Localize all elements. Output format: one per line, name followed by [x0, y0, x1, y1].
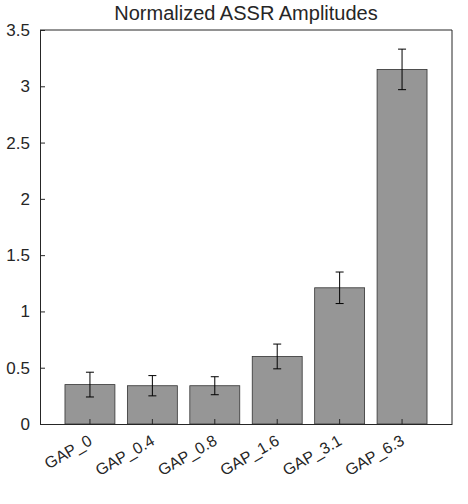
x-tick-mark: [89, 419, 90, 424]
error-line: [277, 344, 278, 369]
bar: [377, 69, 427, 424]
chart-title: Normalized ASSR Amplitudes: [114, 2, 377, 24]
error-bar: [148, 376, 156, 396]
error-cap: [398, 89, 406, 90]
x-tick-mark: [277, 419, 278, 424]
x-tick: GAP_0.8: [155, 419, 220, 480]
error-cap: [86, 396, 94, 397]
bar: [315, 288, 365, 424]
x-tick: GAP_6.3: [342, 419, 407, 480]
error-cap: [211, 394, 219, 395]
x-tick: GAP_3.1: [280, 419, 345, 480]
x-tick-label: GAP_0.8: [155, 432, 220, 480]
error-cap: [398, 49, 406, 50]
y-tick: 3: [21, 77, 45, 96]
y-tick-label: 3.5: [6, 21, 30, 40]
x-tick-label: GAP_3.1: [280, 432, 345, 480]
error-bar: [86, 372, 94, 397]
error-cap: [273, 344, 281, 345]
x-axis: GAP_0GAP_0.4GAP_0.8GAP_1.6GAP_3.1GAP_6.3: [41, 419, 453, 480]
y-tick: 2: [21, 190, 45, 209]
error-line: [214, 377, 215, 395]
x-tick-label: GAP_0.4: [92, 432, 157, 480]
error-line: [152, 376, 153, 396]
x-tick-mark: [402, 419, 403, 424]
y-tick-label: 0: [21, 415, 30, 434]
y-tick-mark: [40, 143, 45, 144]
error-cap: [86, 372, 94, 373]
y-tick: 3.5: [6, 21, 45, 40]
error-cap: [336, 303, 344, 304]
error-bar: [211, 377, 219, 395]
y-tick-label: 1: [21, 302, 30, 321]
x-tick: GAP_0: [42, 419, 96, 473]
x-tick-mark: [152, 419, 153, 424]
y-tick-mark: [40, 311, 45, 312]
chart-svg: 0 0.5 1 1.5 2 2.5 3 3.5 GAP_0GAP_0.4GAP_0.8GAP_1…: [0, 0, 468, 504]
y-tick: 0.5: [6, 359, 45, 378]
y-tick-mark: [40, 86, 45, 87]
x-tick: GAP_1.6: [217, 419, 282, 480]
y-tick-mark: [40, 199, 45, 200]
error-cap: [211, 376, 219, 377]
y-tick-mark: [40, 368, 45, 369]
y-tick: 1: [21, 302, 45, 321]
frame-right: [452, 30, 453, 424]
y-tick-label: 0.5: [6, 359, 30, 378]
x-tick-mark: [339, 419, 340, 424]
error-cap: [273, 368, 281, 369]
x-tick-mark: [214, 419, 215, 424]
bars: [65, 49, 427, 424]
plot-area: 0 0.5 1 1.5 2 2.5 3 3.5 GAP_0GAP_0.4GAP_0.8GAP_1…: [6, 21, 452, 480]
chart-container: 0 0.5 1 1.5 2 2.5 3 3.5 GAP_0GAP_0.4GAP_0.8GAP_1…: [0, 0, 468, 504]
x-tick-label: GAP_0: [42, 432, 96, 473]
y-tick: 2.5: [6, 134, 45, 153]
x-axis-line: [41, 424, 453, 425]
y-tick-mark: [40, 255, 45, 256]
frame-top: [40, 30, 452, 31]
error-bar: [398, 49, 406, 90]
y-tick: 1.5: [6, 246, 45, 265]
y-tick-label: 3: [21, 77, 30, 96]
x-tick: GAP_0.4: [92, 419, 157, 480]
error-line: [89, 372, 90, 397]
y-axis-line: [40, 31, 41, 425]
error-bar: [273, 344, 281, 369]
error-line: [339, 272, 340, 304]
y-tick-label: 1.5: [6, 246, 30, 265]
error-cap: [148, 375, 156, 376]
y-axis: 0 0.5 1 1.5 2 2.5 3 3.5: [6, 21, 45, 434]
error-cap: [336, 272, 344, 273]
error-line: [402, 49, 403, 90]
error-bar: [336, 272, 344, 304]
y-tick-label: 2.5: [6, 134, 30, 153]
error-cap: [148, 395, 156, 396]
x-tick-label: GAP_1.6: [217, 432, 282, 480]
x-tick-label: GAP_6.3: [342, 432, 407, 480]
y-tick-label: 2: [21, 190, 30, 209]
